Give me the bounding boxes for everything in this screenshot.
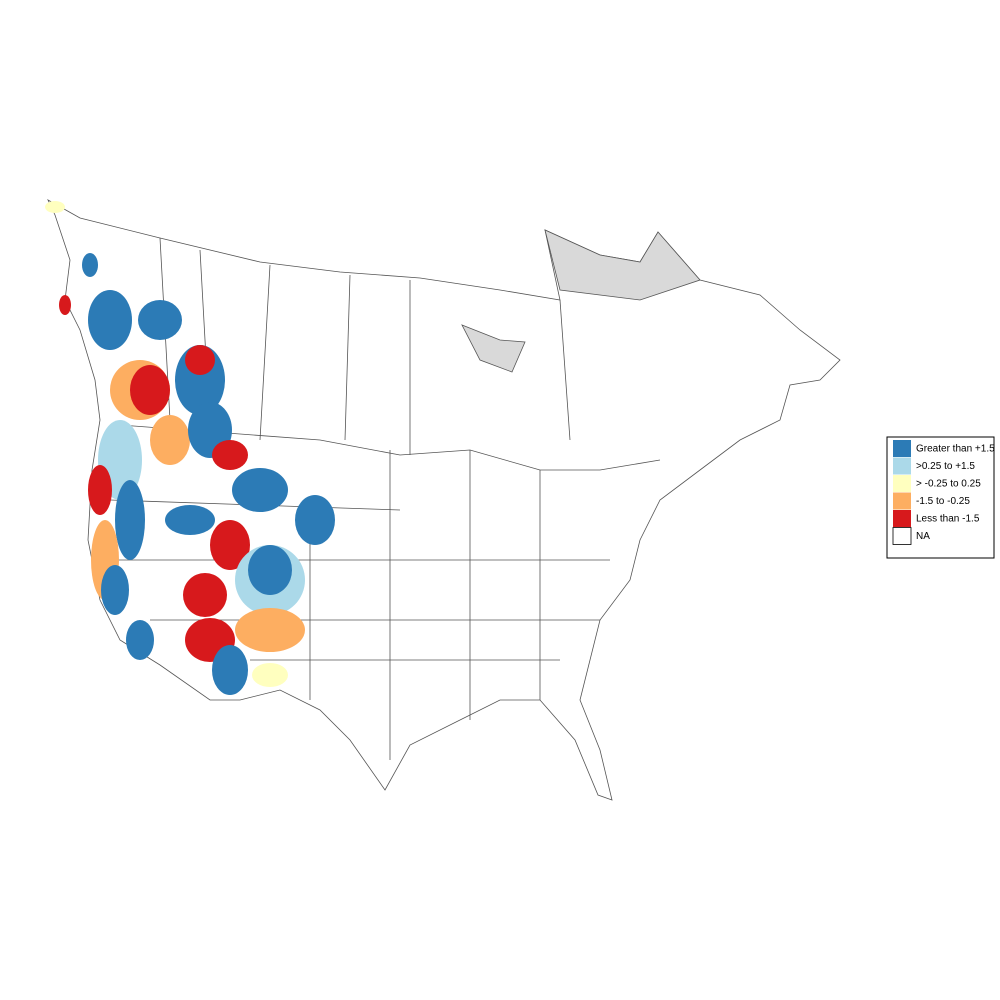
cell-patch bbox=[101, 565, 129, 615]
cell-patch bbox=[295, 495, 335, 545]
cell-patch bbox=[252, 663, 288, 687]
na-region bbox=[461, 324, 526, 373]
cell-patch bbox=[248, 545, 292, 595]
legend: Greater than +1.5 >0.25 to +1.5 > -0.25 to… bbox=[886, 436, 995, 559]
cell-patch bbox=[130, 365, 170, 415]
cell-patch bbox=[210, 520, 250, 570]
cell-patch bbox=[212, 645, 248, 695]
cell-patch bbox=[115, 480, 145, 560]
cell-patch bbox=[126, 620, 154, 660]
cell-patch bbox=[82, 253, 98, 277]
legend-label: >0.25 to +1.5 bbox=[916, 461, 975, 472]
cell-patch bbox=[150, 415, 190, 465]
legend-swatch bbox=[893, 457, 911, 475]
cell-patch bbox=[183, 573, 227, 617]
cell-patch bbox=[235, 608, 305, 652]
raster bbox=[45, 201, 335, 695]
legend-label: NA bbox=[916, 531, 930, 542]
cell-patch bbox=[138, 300, 182, 340]
legend-label: Less than -1.5 bbox=[916, 514, 980, 525]
cell-patch bbox=[232, 468, 288, 512]
legend-label: Greater than +1.5 bbox=[916, 444, 995, 455]
legend-swatch bbox=[892, 527, 912, 545]
na-region bbox=[544, 229, 701, 301]
legend-label: > -0.25 to 0.25 bbox=[916, 479, 981, 490]
cell-patch bbox=[88, 290, 132, 350]
boundary-line bbox=[105, 450, 610, 760]
legend-swatch bbox=[893, 440, 911, 457]
cell-patch bbox=[59, 295, 71, 315]
legend-swatch bbox=[893, 492, 911, 510]
continent-outline bbox=[47, 199, 841, 801]
cell-patch bbox=[212, 440, 248, 470]
cell-patch bbox=[88, 465, 112, 515]
land bbox=[47, 199, 841, 801]
cell-patch bbox=[45, 201, 65, 213]
legend-swatch bbox=[893, 475, 911, 492]
legend-label: -1.5 to -0.25 bbox=[916, 496, 970, 507]
cell-patch bbox=[165, 505, 215, 535]
cell-patch bbox=[185, 345, 215, 375]
legend-swatch bbox=[893, 510, 911, 527]
